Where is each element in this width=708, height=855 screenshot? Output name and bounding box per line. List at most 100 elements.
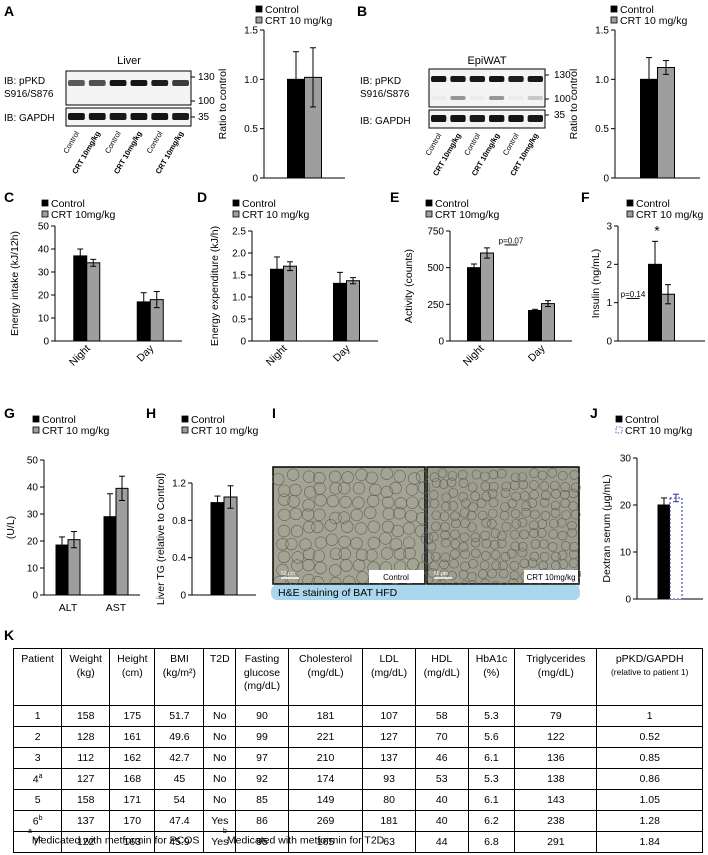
table-header-cell: Height (cm): [109, 648, 156, 706]
adipocyte-outline: [481, 517, 492, 528]
adipocyte-outline: [355, 468, 368, 481]
legend-label: CRT 10mg/kg: [435, 209, 500, 221]
blot-b-title: EpiWAT: [467, 55, 506, 67]
adipocyte-outline: [429, 531, 439, 542]
legend-label: CRT 10 mg/kg: [191, 425, 258, 437]
adipocyte-outline: [569, 470, 580, 480]
adipocyte-outline: [539, 481, 550, 491]
table-cell: 54: [154, 789, 205, 811]
adipocyte-outline: [561, 510, 571, 520]
adipocyte-outline: [356, 571, 369, 584]
legend-swatch: [610, 16, 618, 24]
bar-control-value: [210, 502, 225, 596]
adipocyte-outline: [304, 486, 317, 499]
panel-letter-i: I: [272, 405, 276, 421]
adipocyte-outline: [529, 520, 539, 531]
adipocyte-outline: [285, 537, 298, 551]
table-cell: 165: [287, 831, 364, 853]
adipocyte-outline: [527, 498, 538, 508]
blot-band: [508, 96, 524, 100]
table-cell: 112: [61, 747, 111, 769]
y-tick-label: 1.0: [232, 293, 246, 304]
adipocyte-outline: [277, 550, 291, 563]
blot-band: [431, 115, 447, 122]
y-tick-label: 250: [427, 300, 444, 311]
adipocyte-outline: [324, 519, 337, 532]
legend-swatch: [425, 210, 433, 218]
adipocyte-outline: [450, 518, 461, 529]
blot-b-ib2: IB: GAPDH: [360, 116, 411, 127]
blot-band: [88, 80, 106, 86]
adipocyte-outline: [550, 480, 560, 491]
histology-crt-image: [426, 466, 580, 585]
table-cell: 49.6: [154, 726, 205, 748]
y-axis-label: Ratio to control: [217, 69, 229, 140]
adipocyte-outline: [440, 522, 450, 532]
adipocyte-outline: [417, 481, 431, 494]
adipocyte-outline: [570, 482, 581, 493]
adipocyte-outline: [480, 550, 491, 561]
bar-control-night: [467, 267, 481, 342]
blot-b-mw-100: 100: [554, 94, 571, 105]
adipocyte-outline: [521, 501, 532, 511]
adipocyte-outline: [500, 488, 511, 498]
histology-crt-label: CRT 10mg/kg: [526, 573, 575, 582]
bar-crt-day: [346, 280, 360, 342]
adipocyte-outline: [438, 479, 449, 489]
table-cell: 99: [235, 726, 289, 748]
blot-a-ib1: IB: pPKD: [4, 76, 45, 87]
table-cell: 0.85: [596, 747, 703, 769]
y-tick-label: 50: [38, 222, 50, 233]
adipocyte-outline: [429, 498, 440, 509]
table-cell: 158: [61, 705, 111, 727]
adipocyte-outline: [510, 472, 521, 483]
adipocyte-outline: [517, 517, 528, 528]
adipocyte-outline: [382, 507, 395, 520]
adipocyte-outline: [487, 519, 497, 529]
adipocyte-outline: [561, 541, 571, 551]
adipocyte-outline: [367, 536, 380, 550]
adipocyte-outline: [466, 510, 477, 521]
patient-id-cell: 6b: [12, 810, 63, 832]
adipocyte-outline: [567, 527, 577, 538]
footnote-a-mark: a: [28, 828, 32, 835]
table-cell: 149: [287, 789, 364, 811]
adipocyte-outline: [337, 511, 351, 524]
adipocyte-outline: [415, 470, 429, 483]
x-tick-label: ALT: [59, 602, 78, 614]
adipocyte-outline: [380, 547, 394, 560]
table-cell: 181: [362, 810, 416, 832]
adipocyte-outline: [277, 524, 291, 538]
bar-control-value: [657, 504, 671, 600]
patient-id-cell: 7b: [12, 831, 63, 853]
adipocyte-outline: [491, 560, 501, 571]
table-cell: Yes: [203, 831, 237, 853]
adipocyte-outline: [339, 495, 352, 509]
adipocyte-outline: [490, 528, 501, 539]
blot-band: [431, 96, 447, 100]
table-cell: 269: [287, 810, 364, 832]
adipocyte-outline: [547, 468, 558, 478]
adipocyte-outline: [497, 531, 507, 541]
adipocyte-outline: [548, 529, 559, 540]
adipocyte-outline: [510, 508, 521, 519]
adipocyte-outline: [458, 542, 469, 552]
table-cell: No: [203, 705, 237, 727]
table-cell: 80: [362, 789, 416, 811]
adipocyte-outline: [458, 492, 469, 502]
table-row: 2 128 161 49.6 No 99 221 127 70 5.6 122 0.52: [12, 726, 703, 748]
adipocyte-outline: [403, 547, 416, 560]
adipocyte-outline: [556, 517, 567, 528]
table-cell: 174: [287, 768, 364, 790]
adipocyte-outline: [393, 547, 407, 561]
adipocyte-outline: [329, 482, 342, 495]
blot-band: [151, 113, 169, 120]
histology-panel: 50 μm 50 μm Control CRT 10mg/kg H&E stai…: [271, 466, 582, 600]
table-cell: 5.6: [467, 726, 516, 748]
y-axis-label: Energy expenditure (kJ/h): [209, 226, 221, 346]
adipocyte-outline: [393, 507, 406, 520]
adipocyte-outline: [405, 509, 418, 523]
blot-band: [508, 76, 524, 82]
adipocyte-outline: [313, 471, 326, 485]
adipocyte-outline: [501, 481, 512, 492]
